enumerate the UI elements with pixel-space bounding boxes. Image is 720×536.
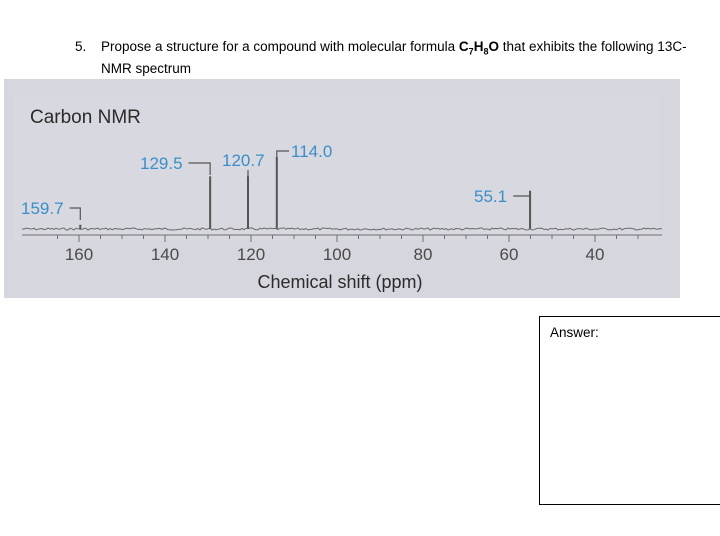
molecular-formula: C7H8O bbox=[458, 39, 499, 57]
question-text: Propose a structure for a compound with … bbox=[101, 36, 720, 63]
nmr-spectrum-chart: Carbon NMR 160 140 120 100 80 60 40 Chemical shi… bbox=[14, 97, 663, 292]
peak-label: 159.7 bbox=[21, 199, 64, 218]
peak-label: 129.5 bbox=[140, 154, 183, 173]
answer-box[interactable]: Answer: bbox=[539, 316, 720, 505]
nmr-spectrum-figure: Carbon NMR 160 140 120 100 80 60 40 Chemical shi… bbox=[4, 79, 680, 298]
question-text-line2: NMR spectrum bbox=[101, 61, 192, 76]
x-tick-label: 160 bbox=[65, 245, 93, 264]
formula-h-sub: 8 bbox=[483, 46, 489, 57]
formula-c-sub: 7 bbox=[468, 46, 474, 57]
peak-leader-line bbox=[69, 207, 81, 220]
question-number: 5. bbox=[75, 39, 87, 54]
formula-o: O bbox=[488, 39, 499, 54]
formula-h: H bbox=[473, 39, 484, 54]
peak-label: 55.1 bbox=[474, 187, 507, 206]
x-tick-label: 40 bbox=[586, 245, 605, 264]
x-tick-label: 80 bbox=[414, 245, 433, 264]
x-tick-label: 140 bbox=[151, 245, 179, 264]
formula-c: C bbox=[458, 39, 469, 54]
answer-label: Answer: bbox=[550, 325, 599, 340]
peak-leader-line bbox=[513, 190, 531, 197]
x-tick-label: 60 bbox=[500, 245, 519, 264]
peak-label: 120.7 bbox=[222, 151, 265, 170]
x-axis-label: Chemical shift (ppm) bbox=[257, 272, 422, 292]
plot-area bbox=[14, 97, 660, 240]
baseline-noise bbox=[21, 227, 663, 231]
peak-leader-line bbox=[276, 150, 289, 157]
peak-leader-line bbox=[188, 162, 211, 175]
x-tick-label: 100 bbox=[323, 245, 351, 264]
question-text-start: Propose a structure for a compound with … bbox=[101, 39, 459, 54]
peak-label: 114.0 bbox=[291, 142, 332, 161]
x-tick-label: 120 bbox=[237, 245, 265, 264]
question-text-end: that exhibits the following 13C- bbox=[498, 39, 687, 54]
chart-title: Carbon NMR bbox=[30, 107, 141, 128]
